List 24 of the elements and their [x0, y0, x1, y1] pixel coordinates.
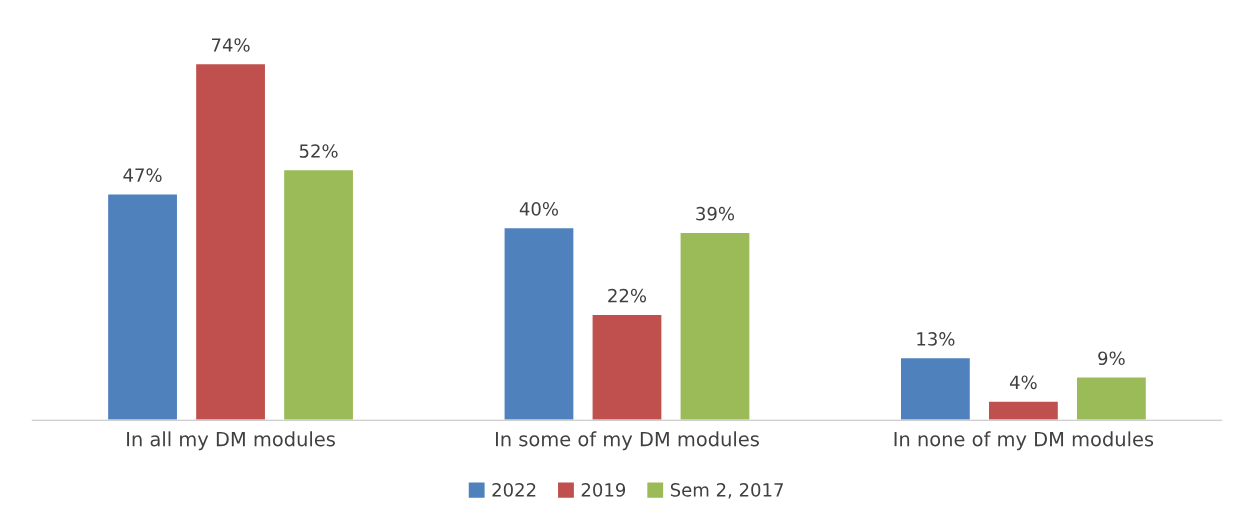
- data-label: 4%: [1009, 375, 1037, 390]
- data-label: 39%: [696, 206, 735, 221]
- bar: [503, 226, 575, 421]
- data-label: 74%: [211, 38, 250, 52]
- legend-label: Sem 2, 2017: [670, 483, 783, 499]
- data-label: 9%: [1098, 351, 1125, 366]
- legend-label: 2019: [581, 483, 626, 497]
- legend-label: 2022: [492, 483, 536, 497]
- x-tick-label: In some of my DM modules: [495, 431, 759, 451]
- x-tick-label: In none of my DM modules: [894, 431, 1154, 451]
- data-label: 52%: [299, 144, 338, 158]
- bar: [591, 313, 663, 421]
- bar: [194, 62, 267, 421]
- bar: [106, 193, 179, 421]
- x-tick-label: In all my DM modules: [127, 431, 335, 451]
- data-label: 13%: [917, 332, 955, 346]
- bar: [282, 168, 355, 421]
- data-label: 40%: [519, 202, 559, 216]
- bar: [899, 356, 972, 421]
- bar: [679, 231, 751, 421]
- data-label: 22%: [608, 288, 647, 303]
- data-label: 47%: [123, 168, 162, 182]
- bar: [987, 400, 1060, 421]
- bar: [1075, 376, 1148, 421]
